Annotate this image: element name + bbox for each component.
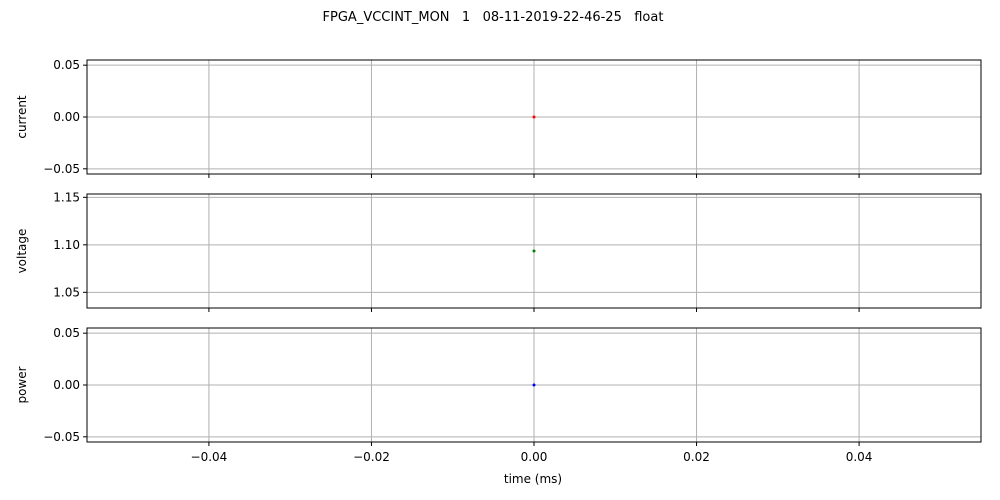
chart-title: FPGA_VCCINT_MON 1 08-11-2019-22-46-25 fl… (323, 10, 664, 25)
current-y-axis-label: current (15, 95, 29, 139)
power-y-tick-label-2: 0.05 (53, 326, 80, 340)
x-axis-label: time (ms) (504, 472, 562, 486)
current-y-tick-label-1: 0.00 (53, 110, 80, 124)
current-y-tick-label-0: −0.05 (43, 162, 80, 176)
x-tick-label-2: 0.00 (521, 450, 548, 464)
voltage-y-tick-label-2: 1.15 (53, 190, 80, 204)
subplot-current: −0.05 0.00 0.05 current (15, 58, 982, 178)
voltage-y-axis-label: voltage (15, 229, 29, 274)
x-tick-label-4: 0.04 (846, 450, 873, 464)
power-y-axis-label: power (15, 366, 29, 403)
x-tick-label-3: 0.02 (683, 450, 710, 464)
voltage-y-tick-label-1: 1.10 (53, 238, 80, 252)
voltage-y-tick-label-0: 1.05 (53, 285, 80, 299)
power-data-point-0 (532, 383, 536, 387)
current-data-point-0 (532, 115, 536, 119)
power-y-tick-label-0: −0.05 (43, 430, 80, 444)
subplot-power: −0.05 0.00 0.05 −0.04 −0.02 0.00 0.02 0.04 power (15, 326, 982, 464)
x-tick-label-0: −0.04 (191, 450, 228, 464)
voltage-data-point-0 (532, 249, 536, 253)
subplot-voltage: 1.05 1.10 1.15 voltage (15, 190, 982, 312)
current-y-tick-label-2: 0.05 (53, 58, 80, 72)
power-y-tick-label-1: 0.00 (53, 378, 80, 392)
x-tick-label-1: −0.02 (353, 450, 390, 464)
